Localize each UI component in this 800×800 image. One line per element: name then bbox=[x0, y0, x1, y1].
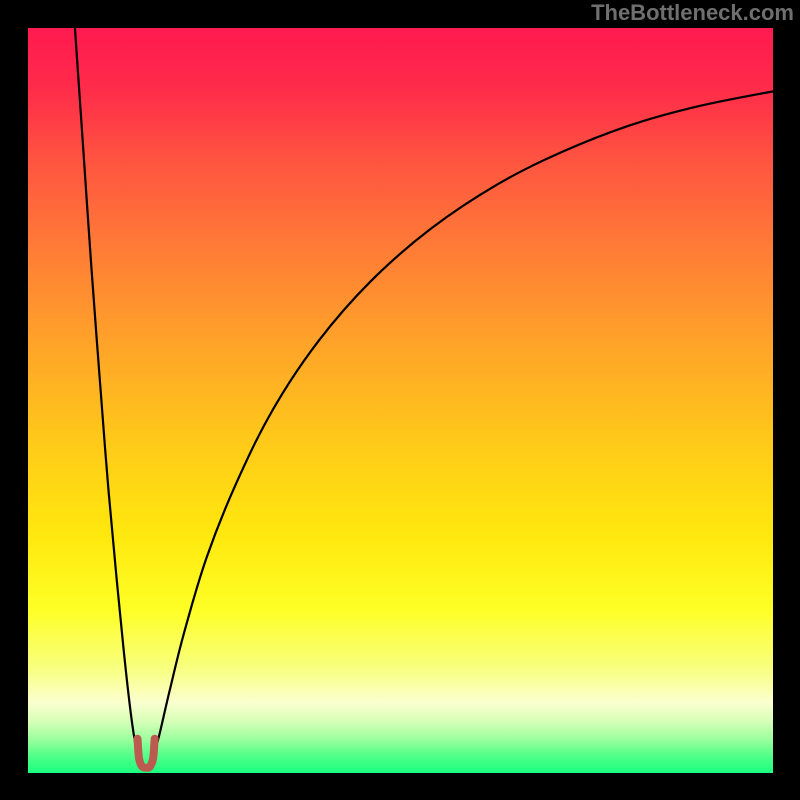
chart-container: TheBottleneck.com bbox=[0, 0, 800, 800]
curves-svg bbox=[28, 28, 773, 773]
watermark-text: TheBottleneck.com bbox=[591, 0, 794, 26]
cusp-marker bbox=[138, 739, 155, 768]
plot-area bbox=[28, 28, 773, 773]
curve-right-branch bbox=[153, 91, 773, 756]
curve-left-branch bbox=[75, 28, 139, 757]
